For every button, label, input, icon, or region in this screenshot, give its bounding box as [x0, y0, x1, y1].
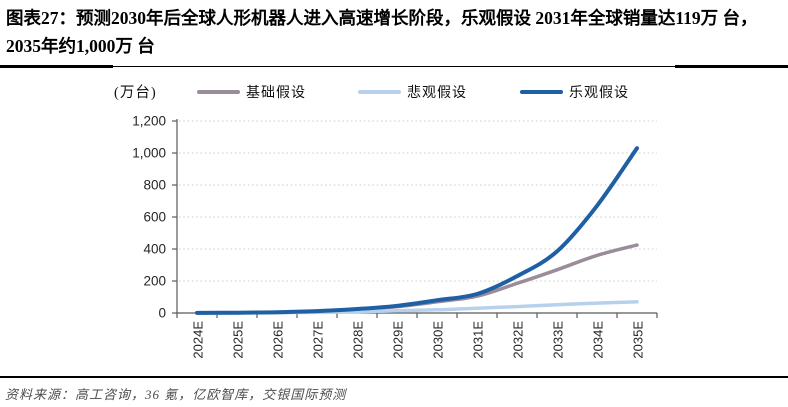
- x-axis-tick-label: 2024E: [191, 321, 206, 359]
- title-rule-left-segment: [0, 65, 113, 68]
- title-rule-right-segment: [675, 65, 788, 68]
- figure-title: 图表27：预测2030年后全球人形机器人进入高速增长阶段，乐观假设 2031年全…: [6, 8, 758, 56]
- series-line-optimistic-scenario: [195, 146, 639, 315]
- footer-rule: [0, 376, 788, 378]
- x-axis-tick-label: 2030E: [431, 321, 446, 359]
- x-axis-tick-label: 2031E: [471, 321, 486, 359]
- legend-label-base-scenario: 基础假设: [246, 86, 306, 101]
- y-axis-tick-label: 200: [143, 274, 166, 289]
- y-axis-tick-label: 400: [143, 242, 166, 257]
- y-axis-tick-label: 600: [143, 210, 166, 225]
- x-axis-tick-label: 2032E: [511, 321, 526, 359]
- x-axis-tick-label: 2028E: [351, 321, 366, 359]
- y-axis-tick-label: 1,200: [132, 114, 166, 129]
- x-axis-tick-label: 2033E: [551, 321, 566, 359]
- source-note: 资料来源：高工咨询，36 氪，亿欧智库，交银国际预测: [5, 387, 347, 402]
- x-axis-tick-label: 2026E: [271, 321, 286, 359]
- x-axis-tick-label: 2029E: [391, 321, 406, 359]
- legend-swatch-optimistic-scenario: [520, 90, 563, 94]
- title-rule: [113, 66, 675, 67]
- x-axis-tick-label: 2035E: [631, 321, 646, 359]
- legend-item-optimistic-scenario: 乐观假设: [520, 84, 629, 101]
- legend-label-optimistic-scenario: 乐观假设: [569, 86, 629, 101]
- x-axis-tick-label: 2027E: [311, 321, 326, 359]
- y-axis-unit-label: (万台): [114, 85, 157, 101]
- y-axis-tick-label: 0: [158, 306, 166, 321]
- x-axis-tick-label: 2034E: [591, 321, 606, 359]
- legend-swatch-base-scenario: [197, 90, 240, 94]
- legend-item-base-scenario: 基础假设: [197, 84, 306, 101]
- series-line-pessimistic-scenario: [195, 300, 639, 315]
- y-axis-tick-label: 1,000: [132, 146, 166, 161]
- legend-label-pessimistic-scenario: 悲观假设: [407, 86, 467, 101]
- series-line-base-scenario: [195, 243, 639, 315]
- legend-item-pessimistic-scenario: 悲观假设: [358, 84, 467, 101]
- y-axis-tick-label: 800: [143, 178, 166, 193]
- x-axis-tick-label: 2025E: [231, 321, 246, 359]
- legend-swatch-pessimistic-scenario: [358, 90, 401, 94]
